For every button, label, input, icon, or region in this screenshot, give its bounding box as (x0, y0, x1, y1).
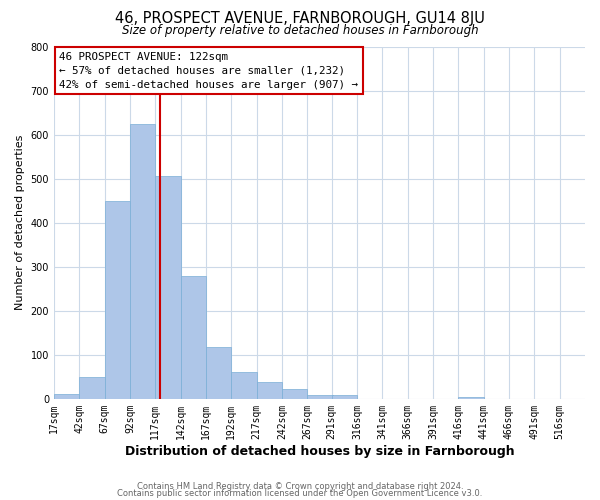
Bar (231, 372, 257, 399)
Y-axis label: Number of detached properties: Number of detached properties (15, 135, 25, 310)
Text: Contains public sector information licensed under the Open Government Licence v3: Contains public sector information licen… (118, 490, 482, 498)
Bar (54, 394, 79, 399)
Text: Contains HM Land Registry data © Crown copyright and database right 2024.: Contains HM Land Registry data © Crown c… (137, 482, 463, 491)
Bar (79, 377, 104, 399)
Bar (155, 176, 181, 399)
Bar (257, 382, 282, 399)
Bar (332, 396, 357, 399)
Bar (206, 347, 231, 399)
Text: 46, PROSPECT AVENUE, FARNBOROUGH, GU14 8JU: 46, PROSPECT AVENUE, FARNBOROUGH, GU14 8… (115, 11, 485, 26)
Text: 46 PROSPECT AVENUE: 122sqm
← 57% of detached houses are smaller (1,232)
42% of s: 46 PROSPECT AVENUE: 122sqm ← 57% of deta… (59, 52, 358, 90)
Bar (458, 396, 484, 399)
Bar (104, 200, 130, 399)
Bar (130, 124, 155, 399)
Bar (181, 276, 206, 399)
X-axis label: Distribution of detached houses by size in Farnborough: Distribution of detached houses by size … (125, 444, 514, 458)
Text: Size of property relative to detached houses in Farnborough: Size of property relative to detached ho… (122, 24, 478, 37)
Bar (307, 396, 332, 399)
Bar (282, 389, 307, 399)
